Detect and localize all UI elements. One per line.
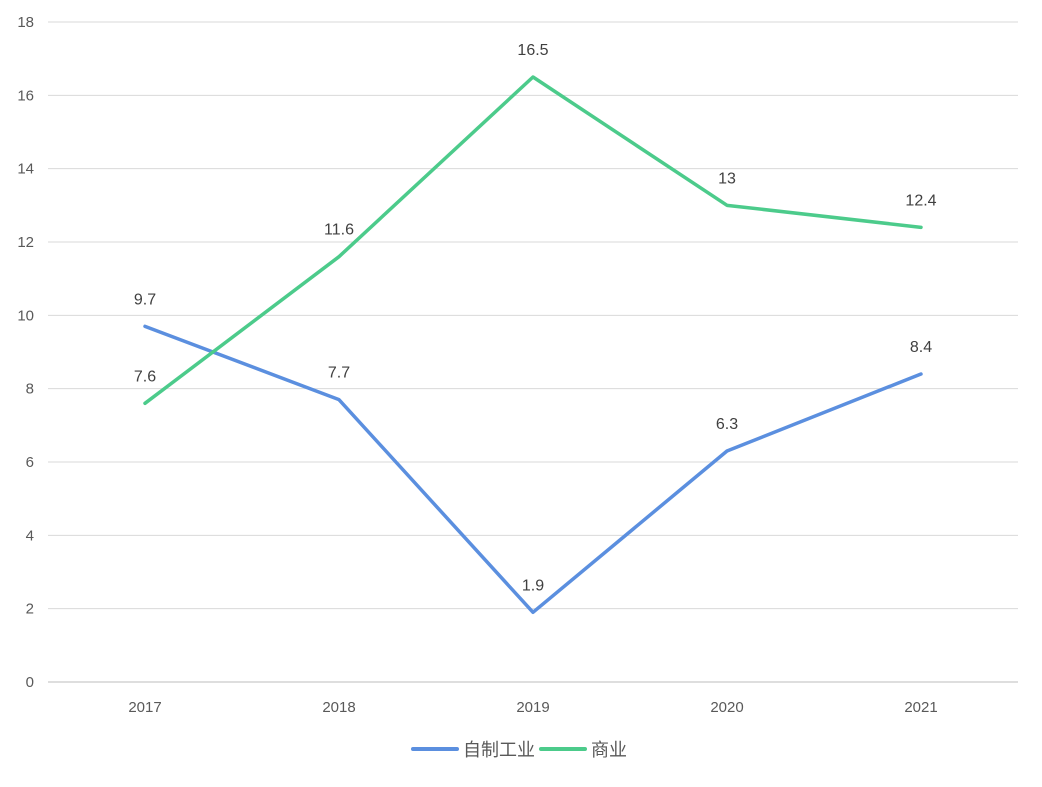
y-tick-label: 18 bbox=[17, 14, 34, 31]
series-line-2 bbox=[143, 75, 923, 406]
x-tick-label: 2021 bbox=[904, 699, 937, 716]
y-tick-label: 10 bbox=[17, 307, 34, 324]
y-tick-label: 16 bbox=[17, 87, 34, 104]
y-tick-label: 4 bbox=[26, 527, 34, 544]
data-label: 6.3 bbox=[716, 416, 738, 433]
y-tick-label: 6 bbox=[26, 454, 34, 471]
y-tick-label: 12 bbox=[17, 234, 34, 251]
data-label: 9.7 bbox=[134, 291, 156, 308]
x-tick-label: 2018 bbox=[322, 699, 355, 716]
data-label: 11.6 bbox=[324, 222, 354, 239]
data-label: 16.5 bbox=[517, 42, 548, 59]
data-label: 7.6 bbox=[134, 368, 156, 385]
y-tick-label: 8 bbox=[26, 381, 34, 398]
legend-label: 自制工业 bbox=[463, 740, 535, 760]
legend-label: 商业 bbox=[591, 740, 627, 760]
data-label: 12.4 bbox=[905, 192, 936, 209]
data-label: 1.9 bbox=[522, 577, 544, 594]
y-tick-label: 2 bbox=[26, 601, 34, 618]
y-tick-label: 14 bbox=[17, 161, 34, 178]
data-label: 13 bbox=[718, 170, 736, 187]
x-tick-label: 2017 bbox=[128, 699, 161, 716]
x-tick-label: 2019 bbox=[516, 699, 549, 716]
x-tick-label: 2020 bbox=[710, 699, 743, 716]
series-line-1 bbox=[143, 324, 923, 615]
data-label: 8.4 bbox=[910, 339, 932, 356]
y-tick-label: 0 bbox=[26, 674, 34, 691]
data-label: 7.7 bbox=[328, 365, 350, 382]
